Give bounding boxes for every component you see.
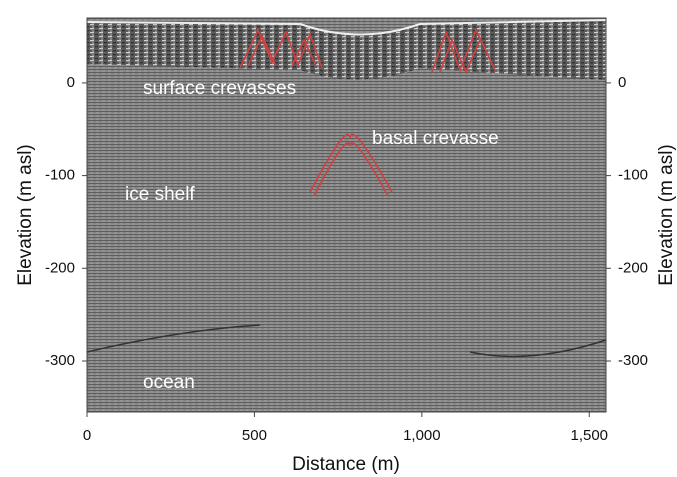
x-tick-label: 1,500: [570, 427, 608, 444]
y2-tick-label: -300: [618, 352, 648, 369]
y-axis-title: Elevation (m asl): [15, 144, 36, 286]
y2-axis-title: Elevation (m asl): [656, 144, 677, 286]
radar-image: [86, 17, 607, 413]
y2-tick-label: 0: [618, 74, 626, 91]
y-tick-label: 0: [67, 74, 75, 91]
annotation: surface crevasses: [143, 78, 296, 99]
y2-tick-label: -100: [618, 167, 648, 184]
annotation: basal crevasse: [372, 128, 499, 149]
x-tick-label: 1,000: [403, 427, 441, 444]
y-tick-label: -200: [45, 259, 75, 276]
y-tick-label: -100: [45, 167, 75, 184]
x-axis-title: Distance (m): [292, 454, 400, 475]
x-tick-label: 0: [83, 427, 91, 444]
annotation: ice shelf: [125, 184, 195, 205]
annotation: ocean: [143, 372, 195, 393]
y-tick-label: -300: [45, 352, 75, 369]
y2-tick-label: -200: [618, 259, 648, 276]
x-tick-label: 500: [242, 427, 267, 444]
